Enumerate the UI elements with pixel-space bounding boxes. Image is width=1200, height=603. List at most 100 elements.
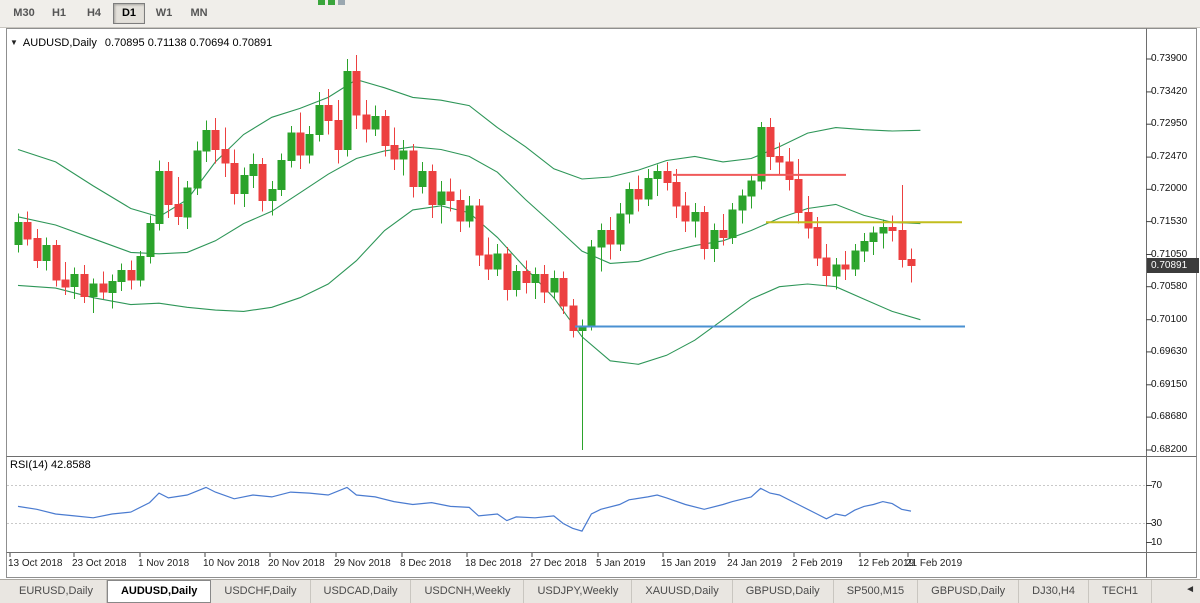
candle: [691, 203, 700, 238]
candle: [569, 299, 578, 338]
rsi-indicator-label: RSI(14) 42.8588: [10, 459, 91, 471]
date-axis-label: 1 Nov 2018: [138, 558, 190, 569]
timeframe-button-mn[interactable]: MN: [190, 7, 208, 19]
timeframe-button-h4[interactable]: H4: [86, 7, 102, 19]
current-price-badge: 0.70891: [1147, 258, 1199, 273]
candle: [221, 127, 230, 177]
date-axis-label: 12 Feb 2019: [858, 558, 915, 569]
candle: [334, 100, 343, 164]
candle: [869, 226, 878, 256]
candle: [775, 142, 784, 176]
date-axis-label: 18 Dec 2018: [465, 558, 522, 569]
chart-tab-xauusd[interactable]: XAUUSD,Daily: [632, 580, 733, 603]
candle: [898, 185, 907, 268]
date-axis-label: 23 Oct 2018: [72, 558, 127, 569]
candle: [663, 161, 672, 191]
candle: [625, 182, 634, 224]
candle: [785, 148, 794, 191]
chart-tab-sp500[interactable]: SP500,M15: [834, 580, 919, 603]
date-axis-label: 24 Jan 2019: [727, 558, 783, 569]
candle: [14, 213, 23, 253]
chart-tab-tech1[interactable]: TECH1: [1089, 580, 1152, 603]
date-axis-label: 21 Feb 2019: [906, 558, 963, 569]
candle: [747, 174, 756, 209]
candle: [362, 100, 371, 143]
candle: [700, 205, 709, 260]
date-axis-label: 29 Nov 2018: [334, 558, 391, 569]
candle: [381, 109, 390, 157]
date-axis-label: 10 Nov 2018: [203, 558, 260, 569]
timeframe-button-d1[interactable]: D1: [113, 3, 145, 24]
timeframe-button-m30[interactable]: M30: [13, 7, 35, 19]
candle: [127, 260, 136, 290]
rsi-plot: [17, 486, 912, 532]
candle: [287, 126, 296, 168]
candle: [61, 262, 70, 295]
candle: [240, 167, 249, 208]
timeframe-button-w1[interactable]: W1: [155, 7, 173, 19]
candle: [681, 192, 690, 232]
candle: [258, 157, 267, 212]
candle: [587, 240, 596, 331]
bollinger-band-upper: [17, 79, 921, 218]
timeframe-button-h1[interactable]: H1: [51, 7, 67, 19]
candle: [390, 127, 399, 171]
candle: [860, 233, 869, 262]
candle: [879, 219, 888, 249]
candle: [343, 59, 352, 157]
candle: [136, 251, 145, 287]
chart-tab-usdcnh[interactable]: USDCNH,Weekly: [411, 580, 525, 603]
chart-ohlc-values: 0.70895 0.71138 0.70694 0.70891: [104, 37, 273, 49]
chart-symbol-label: AUDUSD,Daily: [22, 37, 97, 49]
candle: [550, 270, 559, 300]
candle: [813, 216, 822, 267]
candle: [493, 244, 502, 276]
chart-tab-usdcad[interactable]: USDCAD,Daily: [311, 580, 412, 603]
candle: [446, 178, 455, 212]
candle: [352, 54, 361, 129]
candle: [719, 214, 728, 246]
chart-tab-bar: EURUSD,Daily AUDUSD,Daily USDCHF,Daily USDC…: [0, 579, 1200, 603]
candle: [249, 153, 258, 188]
candle: [512, 264, 521, 297]
candle: [146, 215, 155, 264]
candle: [70, 267, 79, 300]
clipped-toolbar-icon: [328, 0, 335, 5]
candle: [653, 164, 662, 197]
candle: [484, 237, 493, 280]
date-axis-label: 27 Dec 2018: [530, 558, 587, 569]
candle: [268, 181, 277, 216]
chart-tab-audusd[interactable]: AUDUSD,Daily: [106, 580, 212, 603]
candle: [738, 189, 747, 224]
candle: [522, 260, 531, 294]
chart-frame: [6, 28, 1197, 578]
chart-tab-dj30[interactable]: DJ30,H4: [1019, 580, 1089, 603]
chart-tab-eurusd[interactable]: EURUSD,Daily: [6, 580, 107, 603]
candle: [531, 267, 540, 300]
chart-tab-gbpusd[interactable]: GBPUSD,Daily: [918, 580, 1020, 603]
candle: [851, 244, 860, 276]
candle: [296, 112, 305, 169]
candle: [52, 240, 61, 287]
candle: [117, 263, 126, 291]
candle: [766, 118, 775, 171]
tab-scroll-left-icon[interactable]: ◄: [1183, 584, 1197, 595]
chart-tab-usdjpy[interactable]: USDJPY,Weekly: [524, 580, 633, 603]
candle: [728, 203, 737, 245]
candle: [832, 257, 841, 290]
date-axis-label: 8 Dec 2018: [400, 558, 452, 569]
time-axis[interactable]: 13 Oct 2018 23 Oct 2018 1 Nov 2018 10 Nov 2…: [0, 552, 1200, 578]
candle: [399, 139, 408, 176]
chart-tab-gbpusd[interactable]: GBPUSD,Daily: [733, 580, 834, 603]
candle: [23, 211, 32, 246]
candle: [99, 271, 108, 300]
candle: [371, 105, 380, 136]
candle: [644, 168, 653, 206]
candle: [305, 126, 314, 164]
date-axis-label: 2 Feb 2019: [792, 558, 843, 569]
candle: [42, 237, 51, 271]
chart-tab-usdchf[interactable]: USDCHF,Daily: [211, 580, 311, 603]
candle: [634, 175, 643, 212]
candle: [80, 264, 89, 304]
